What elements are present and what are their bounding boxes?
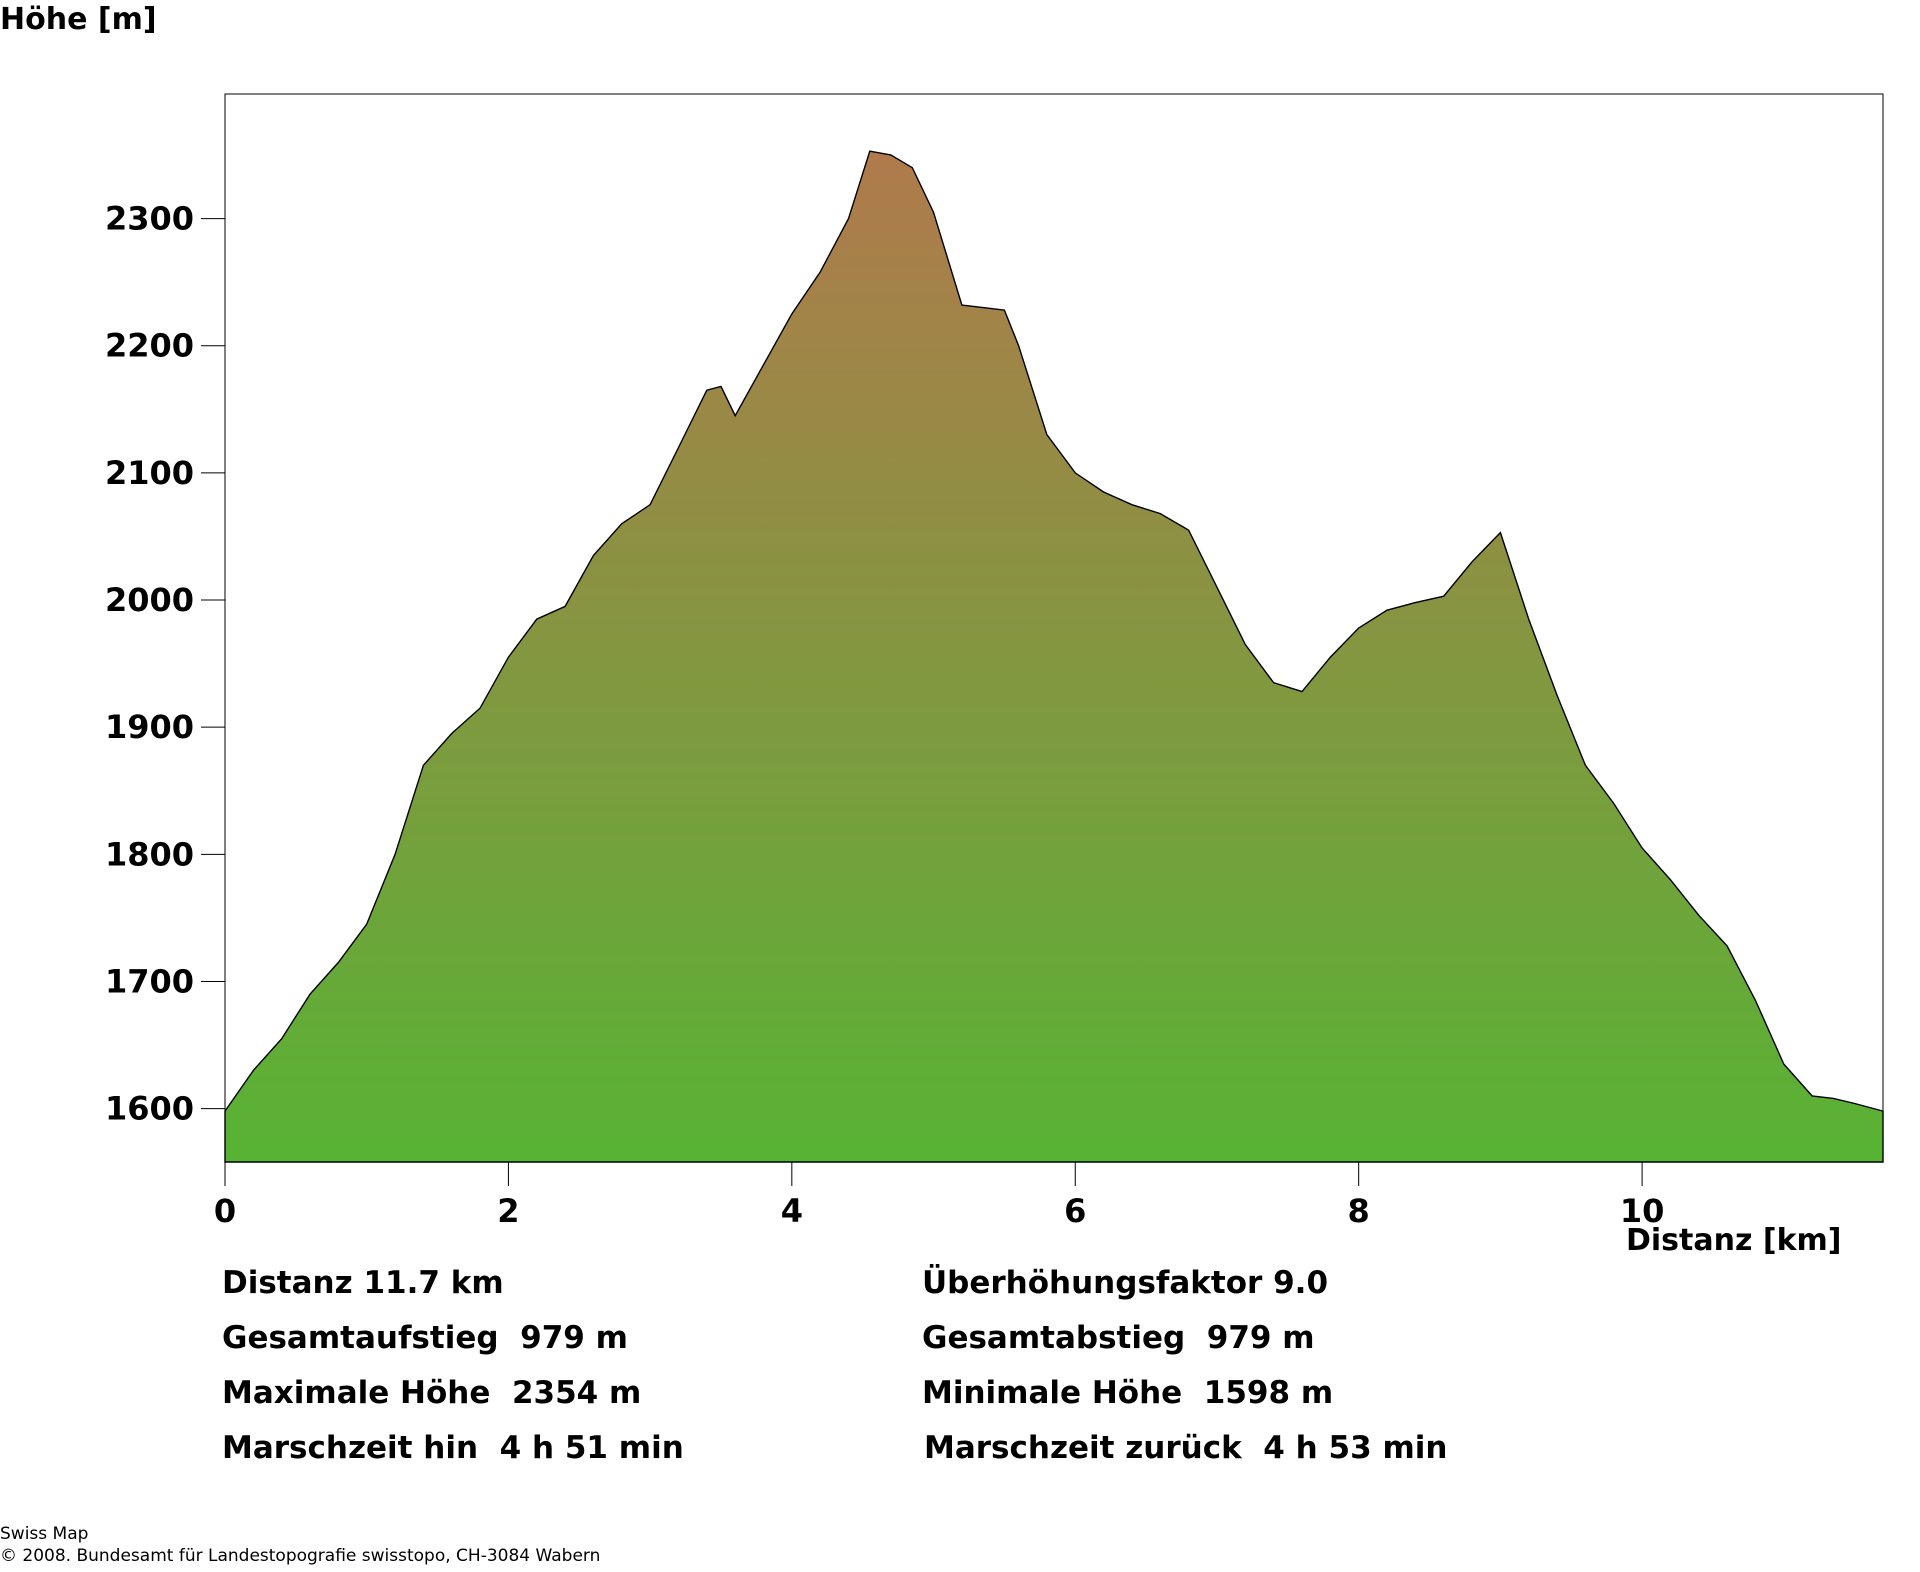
y-tick-label: 1700 [105, 962, 194, 1000]
y-tick-label: 1800 [105, 835, 194, 873]
stat-ascent: Gesamtaufstieg 979 m [222, 1320, 628, 1356]
y-tick-label: 2100 [105, 454, 194, 492]
x-tick-label: 2 [497, 1192, 519, 1230]
y-tick-label: 1900 [105, 708, 194, 746]
x-tick-label: 6 [1064, 1192, 1086, 1230]
stat-max-height: Maximale Höhe 2354 m [222, 1375, 642, 1411]
y-axis-title: Höhe [m] [0, 2, 157, 37]
x-axis-title: Distanz [km] [1626, 1223, 1842, 1258]
y-tick-label: 1600 [105, 1090, 194, 1128]
y-tick-label: 2000 [105, 581, 194, 619]
stat-descent: Gesamtabstieg 979 m [922, 1320, 1315, 1356]
x-tick-label: 0 [214, 1192, 236, 1230]
stat-distance: Distanz 11.7 km [222, 1265, 504, 1301]
y-tick-label: 2300 [105, 200, 194, 238]
footer-copyright: © 2008. Bundesamt für Landestopografie s… [0, 1546, 601, 1566]
x-tick-label: 4 [781, 1192, 803, 1230]
stat-min-height: Minimale Höhe 1598 m [922, 1375, 1334, 1411]
elevation-area [224, 150, 1884, 1163]
x-tick-label: 8 [1348, 1192, 1370, 1230]
stat-time-there: Marschzeit hin 4 h 51 min [222, 1430, 684, 1466]
stat-exaggeration: Überhöhungsfaktor 9.0 [922, 1265, 1329, 1301]
stat-time-back: Marschzeit zurück 4 h 53 min [924, 1430, 1448, 1466]
footer-title: Swiss Map [0, 1524, 89, 1544]
x-tick-label: 10 [1620, 1192, 1665, 1230]
y-tick-label: 2200 [105, 327, 194, 365]
